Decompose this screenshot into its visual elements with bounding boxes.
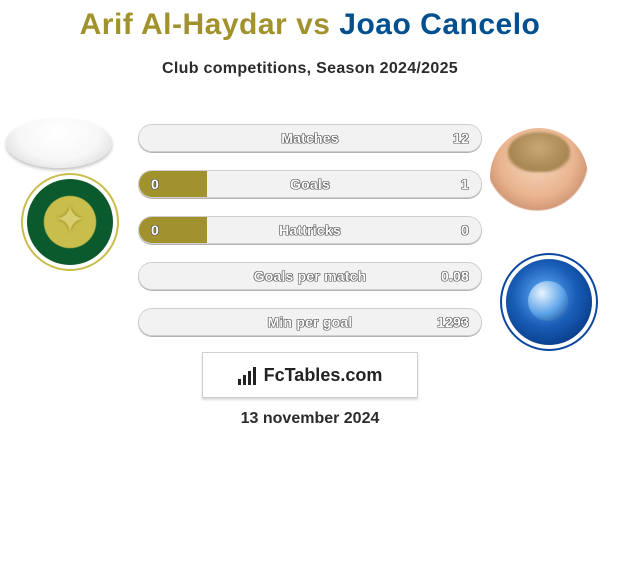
subtitle: Club competitions, Season 2024/2025 <box>0 60 620 78</box>
player1-portrait <box>6 118 112 168</box>
stat-name: Goals per match <box>191 268 429 284</box>
stat-value-p1: 0 <box>151 222 191 238</box>
stat-labels: Goals per match0.08 <box>139 263 481 289</box>
stat-labels: Min per goal1293 <box>139 309 481 335</box>
stat-value-p2: 0 <box>429 222 469 238</box>
stat-name: Hattricks <box>191 222 429 238</box>
stat-labels: 0Hattricks0 <box>139 217 481 243</box>
stat-row: 0Goals1 <box>138 170 482 198</box>
stat-row: 0Hattricks0 <box>138 216 482 244</box>
stat-value-p2: 1 <box>429 176 469 192</box>
stat-row: Min per goal1293 <box>138 308 482 336</box>
player1-club-crest <box>27 179 113 265</box>
stat-value-p1: 0 <box>151 176 191 192</box>
brand-bars-icon <box>238 365 258 385</box>
stat-name: Min per goal <box>191 314 429 330</box>
stat-value-p2: 1293 <box>429 314 469 330</box>
stat-value-p2: 12 <box>429 130 469 146</box>
player2-club-crest <box>506 259 592 345</box>
stats-panel: Matches120Goals10Hattricks0Goals per mat… <box>138 124 482 354</box>
stat-labels: Matches12 <box>139 125 481 151</box>
comparison-card: Arif Al-Haydar vs Joao Cancelo Club comp… <box>0 0 620 580</box>
title-player2: Joao Cancelo <box>339 8 540 41</box>
brand-box: FcTables.com <box>202 352 418 398</box>
title-vs: vs <box>296 8 330 41</box>
stat-row: Goals per match0.08 <box>138 262 482 290</box>
stat-row: Matches12 <box>138 124 482 152</box>
title-player1: Arif Al-Haydar <box>80 8 288 41</box>
stat-name: Matches <box>191 130 429 146</box>
stat-labels: 0Goals1 <box>139 171 481 197</box>
stat-name: Goals <box>191 176 429 192</box>
stat-value-p2: 0.08 <box>429 268 469 284</box>
generation-date: 13 november 2024 <box>0 410 620 428</box>
brand-text: FcTables.com <box>264 365 383 386</box>
title: Arif Al-Haydar vs Joao Cancelo <box>0 0 620 42</box>
player2-portrait <box>490 128 588 226</box>
